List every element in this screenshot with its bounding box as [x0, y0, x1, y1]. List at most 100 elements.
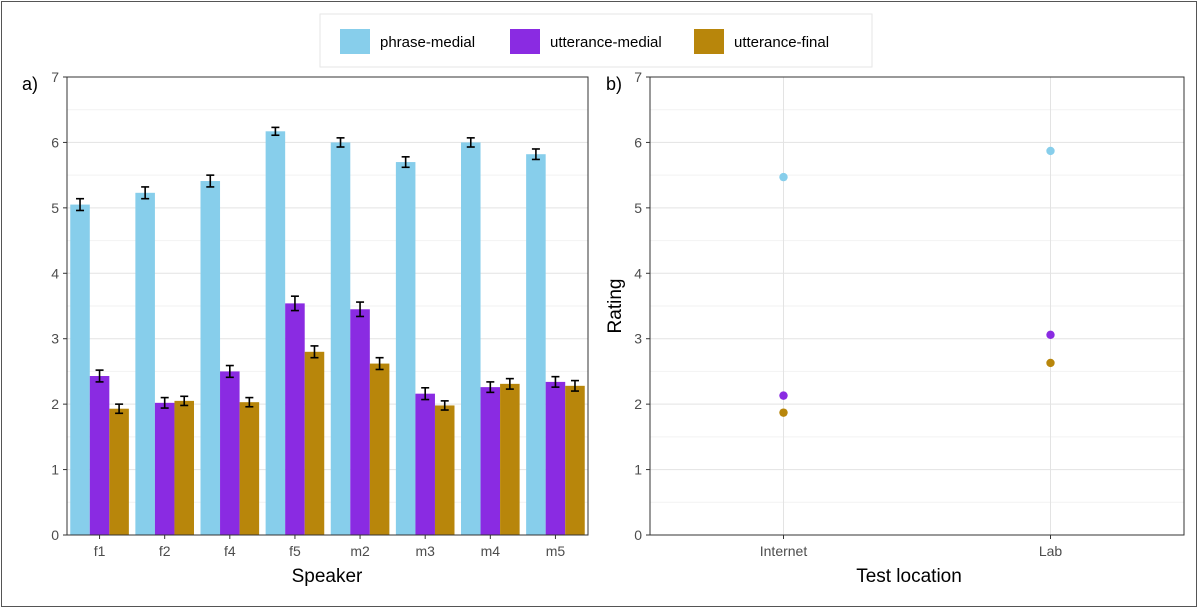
error-bar-utterance-final-m2	[375, 356, 384, 371]
panel-a-bars	[70, 126, 585, 536]
bar-phrase-medial-m3	[395, 162, 416, 536]
panel-b-border	[649, 76, 1185, 536]
point-phrase-medial-Internet	[779, 172, 788, 182]
bar-utterance-final-f1	[109, 408, 129, 535]
bar-utterance-final-f5	[304, 351, 325, 535]
x-tick-label: m3	[415, 543, 435, 559]
error-bar-utterance-final-f5	[310, 345, 319, 359]
panel-a-border	[66, 76, 589, 536]
panel-b-grid	[650, 76, 1184, 536]
error-bar-utterance-medial-m5	[551, 375, 560, 388]
error-bar-phrase-medial-m2	[336, 137, 345, 148]
x-tick-label: Lab	[1039, 543, 1063, 559]
error-bar-utterance-final-m4	[505, 377, 514, 390]
y-tick-label: 6	[51, 134, 59, 150]
error-bar-utterance-medial-f4	[225, 364, 234, 379]
bar-utterance-medial-m2	[350, 309, 370, 535]
error-bar-utterance-final-f1	[115, 403, 124, 415]
error-bar-phrase-medial-m3	[401, 156, 410, 169]
x-tick-label: Internet	[760, 543, 808, 559]
x-tick-label: m5	[546, 543, 566, 559]
y-tick-label: 0	[634, 527, 642, 543]
error-bar-utterance-final-m3	[440, 400, 449, 411]
error-bar-utterance-final-f2	[180, 395, 189, 407]
panel-b-points	[779, 146, 1055, 417]
panel-a: a) 0 1 2 3 4 5 6 7 f1 f2 f4 f5 m2 m3 m4 m5 Speaker	[22, 69, 589, 587]
bar-phrase-medial-m4	[461, 142, 481, 535]
y-tick-label: 1	[634, 462, 642, 478]
bar-utterance-medial-m3	[415, 393, 435, 535]
x-tick-label: f5	[289, 543, 301, 559]
panel-b: b) 0 1 2 3 4 5 6 7 Internet Lab Test location Rat…	[605, 69, 1185, 587]
x-tick-label: f2	[159, 543, 171, 559]
error-bar-utterance-final-m5	[570, 379, 579, 392]
panel-a-label: a)	[22, 74, 38, 94]
y-tick-label: 2	[51, 396, 59, 412]
x-tick-label: m2	[350, 543, 370, 559]
y-tick-label: 5	[51, 200, 59, 216]
point-phrase-medial-Lab	[1046, 146, 1055, 156]
y-tick-label: 7	[51, 69, 59, 85]
bar-utterance-medial-f1	[89, 376, 110, 535]
bar-utterance-final-m2	[369, 363, 390, 535]
bar-phrase-medial-f4	[200, 181, 221, 535]
error-bar-utterance-medial-f5	[290, 295, 299, 312]
legend-key-phrase-medial	[340, 29, 370, 54]
error-bar-phrase-medial-m4	[466, 137, 475, 148]
y-tick-label: 4	[51, 265, 59, 281]
y-tick-label: 3	[634, 331, 642, 347]
y-tick-label: 6	[634, 134, 642, 150]
bar-utterance-medial-f5	[285, 303, 305, 535]
error-bar-phrase-medial-f4	[206, 174, 215, 188]
bar-phrase-medial-m2	[330, 142, 351, 535]
point-utterance-final-Lab	[1046, 358, 1055, 368]
y-tick-label: 2	[634, 396, 642, 412]
panel-b-ticks: 0 1 2 3 4 5 6 7 Internet Lab	[634, 69, 1062, 559]
bar-utterance-final-f2	[174, 400, 194, 535]
x-tick-label: f1	[94, 543, 106, 559]
bar-phrase-medial-f1	[70, 204, 90, 536]
panel-a-ticks: 0 1 2 3 4 5 6 7 f1 f2 f4 f5 m2 m3 m4 m5	[51, 69, 565, 559]
y-tick-label: 0	[51, 527, 59, 543]
bar-phrase-medial-f2	[135, 192, 155, 535]
panel-a-x-axis-title: Speaker	[292, 566, 363, 587]
y-tick-label: 4	[634, 265, 642, 281]
y-tick-label: 3	[51, 331, 59, 347]
bar-utterance-final-f4	[239, 402, 260, 535]
point-utterance-final-Internet	[779, 408, 788, 417]
error-bar-phrase-medial-f1	[76, 197, 85, 212]
error-bar-utterance-medial-m3	[421, 386, 430, 401]
y-tick-label: 7	[634, 69, 642, 85]
y-tick-label: 5	[634, 200, 642, 216]
bar-utterance-medial-f2	[154, 402, 175, 535]
y-tick-label: 1	[51, 462, 59, 478]
bar-utterance-final-m3	[434, 405, 455, 535]
bar-utterance-medial-m5	[545, 381, 566, 535]
x-tick-label: m4	[481, 543, 501, 559]
error-bar-utterance-medial-f1	[95, 369, 104, 383]
error-bar-utterance-medial-m4	[486, 381, 495, 394]
panel-b-x-axis-title: Test location	[856, 566, 962, 587]
bar-utterance-final-m4	[500, 383, 520, 535]
bar-utterance-medial-f4	[220, 371, 240, 535]
panel-b-y-axis-title: Rating	[605, 279, 626, 334]
legend-key-utterance-medial	[510, 29, 540, 54]
error-bar-utterance-medial-m2	[356, 301, 365, 318]
error-bar-utterance-final-f4	[245, 396, 254, 408]
legend-label-phrase-medial: phrase-medial	[380, 34, 475, 51]
error-bar-phrase-medial-f5	[271, 126, 280, 137]
bar-phrase-medial-m5	[526, 154, 546, 535]
point-utterance-medial-Lab	[1046, 330, 1055, 339]
legend: phrase-medial utterance-medial utterance…	[319, 13, 873, 68]
error-bar-phrase-medial-f2	[141, 186, 150, 200]
legend-box	[319, 13, 873, 68]
bar-phrase-medial-f5	[265, 131, 286, 535]
error-bar-phrase-medial-m5	[531, 148, 540, 161]
bar-utterance-final-m5	[565, 385, 585, 535]
legend-key-utterance-final	[694, 29, 724, 54]
legend-label-utterance-final: utterance-final	[734, 34, 829, 51]
bar-utterance-medial-m4	[480, 387, 501, 535]
legend-label-utterance-medial: utterance-medial	[550, 34, 662, 51]
